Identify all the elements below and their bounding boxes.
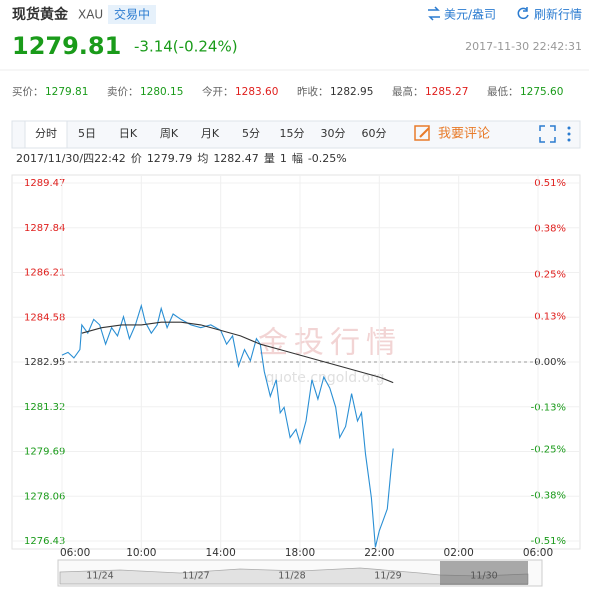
tab[interactable]: 分时	[35, 127, 57, 140]
status: 交易中	[114, 7, 150, 22]
y-tick-label: 1279.69	[24, 447, 65, 458]
timestamp: 2017-11-30 22:42:31	[465, 40, 582, 53]
info-field: 均	[197, 152, 208, 165]
change: -3.14(-0.24%)	[134, 38, 238, 56]
y2-tick-label: 0.25%	[534, 269, 566, 280]
navigator-label: 11/29	[374, 571, 401, 582]
stat-label: 最高：	[392, 85, 424, 98]
tabs: 分时 5日 日K 周K 月K 5分 15分 30分 60分	[24, 120, 387, 149]
x-tick-label: 10:00	[126, 547, 156, 559]
price: 1279.81	[12, 32, 121, 60]
info-field: -0.25%	[308, 152, 347, 165]
tab-bar	[11, 120, 581, 149]
x-tick-label: 22:00	[364, 547, 394, 559]
y2-tick-label: -0.13%	[531, 403, 566, 414]
watermark: 金投行情	[258, 326, 402, 361]
tab[interactable]: 周K	[160, 127, 179, 140]
stat-label: 最低：	[487, 85, 519, 98]
stats-row: 买价： 1279.81 卖价： 1280.15 今开： 1283.60 昨收： 1282.95…	[12, 85, 563, 98]
navigator-label: 11/28	[278, 571, 305, 582]
info-field: 1282.47	[213, 152, 259, 165]
tab[interactable]: 月K	[201, 127, 220, 140]
stat-value: 1279.81	[45, 86, 88, 98]
tab[interactable]: 日K	[119, 127, 138, 140]
x-tick-label: 06:00	[523, 547, 553, 559]
active-tab	[24, 120, 68, 149]
y-tick-label: 1287.84	[24, 223, 65, 234]
tab[interactable]: 15分	[280, 127, 305, 140]
navigator-label: 11/30	[470, 571, 497, 582]
refresh-button[interactable]: 刷新行情	[517, 7, 582, 22]
y2-tick-label: 0.38%	[534, 224, 566, 235]
y-tick-label: 1278.06	[24, 491, 65, 502]
stat-value: 1285.27	[425, 86, 468, 98]
info-field: 价	[131, 152, 142, 165]
x-tick-label: 18:00	[285, 547, 315, 559]
y2-tick-label: -0.25%	[531, 445, 566, 456]
comment-icon	[414, 125, 430, 141]
tab[interactable]: 30分	[321, 127, 346, 140]
navigator-window[interactable]	[440, 561, 528, 585]
code: XAU	[78, 8, 103, 22]
swap-icon	[428, 6, 440, 21]
fullscreen-icon[interactable]	[539, 125, 556, 143]
navigator-label: 11/24	[86, 571, 113, 582]
info-field: 量	[264, 152, 275, 165]
info-line: 2017/11/30/四22:42 价 1279.79 均 1282.47 量 1 幅 -0.2…	[16, 152, 347, 165]
tab[interactable]: 5分	[242, 127, 260, 140]
info-field: 1279.79	[147, 152, 193, 165]
menu-icon[interactable]	[567, 126, 571, 142]
y2-tick-label: 0.00%	[534, 357, 566, 368]
comment-button[interactable]: 我要评论	[414, 125, 490, 142]
unit-link[interactable]: 美元/盎司	[428, 6, 496, 22]
unit-text[interactable]: 美元/盎司	[444, 8, 496, 22]
y2-tick-label: -0.38%	[531, 490, 566, 501]
stat-label: 买价：	[12, 86, 44, 98]
stat-value: 1282.95	[330, 86, 373, 98]
navigator-label: 11/27	[182, 571, 209, 582]
info-field: 1	[280, 152, 287, 165]
tab[interactable]: 5日	[78, 127, 96, 140]
price-line	[81, 321, 394, 384]
price-line	[61, 303, 394, 548]
comment-text[interactable]: 我要评论	[438, 127, 490, 142]
refresh-icon	[517, 7, 529, 20]
x-tick-label: 06:00	[60, 547, 90, 559]
y-tick-label: 1284.58	[24, 312, 65, 323]
info-field: 幅	[292, 152, 303, 165]
watermark-url: quote.cngold.org	[265, 370, 384, 386]
x-tick-label: 14:00	[206, 547, 236, 559]
y2-tick-label: -0.51%	[531, 536, 566, 547]
y2-tick-label: 0.51%	[534, 178, 566, 189]
tab[interactable]: 60分	[362, 127, 387, 140]
y-tick-label: 1289.47	[24, 178, 65, 189]
info-field: 2017/11/30/四22:42	[16, 152, 126, 165]
y-tick-label: 1282.95	[24, 357, 65, 368]
refresh-text[interactable]: 刷新行情	[534, 7, 582, 22]
chart: 金投行情 quote.cngold.org 1289.47 1287.84 1286.2…	[11, 174, 581, 587]
stat-label: 卖价：	[107, 86, 139, 98]
stat-value: 1275.60	[520, 86, 563, 98]
title: 现货黄金	[12, 6, 69, 23]
stat-label: 今开：	[202, 85, 234, 98]
y-tick-label: 1276.43	[24, 536, 65, 547]
y-tick-label: 1281.32	[24, 402, 65, 413]
status-badge	[108, 5, 156, 24]
stat-label: 昨收：	[297, 85, 329, 98]
x-tick-label: 02:00	[444, 547, 474, 559]
stat-value: 1280.15	[140, 86, 183, 98]
y-tick-label: 1286.21	[24, 268, 65, 279]
pencil-icon	[419, 127, 430, 138]
stat-value: 1283.60	[235, 86, 278, 98]
y2-tick-label: 0.13%	[534, 311, 566, 322]
